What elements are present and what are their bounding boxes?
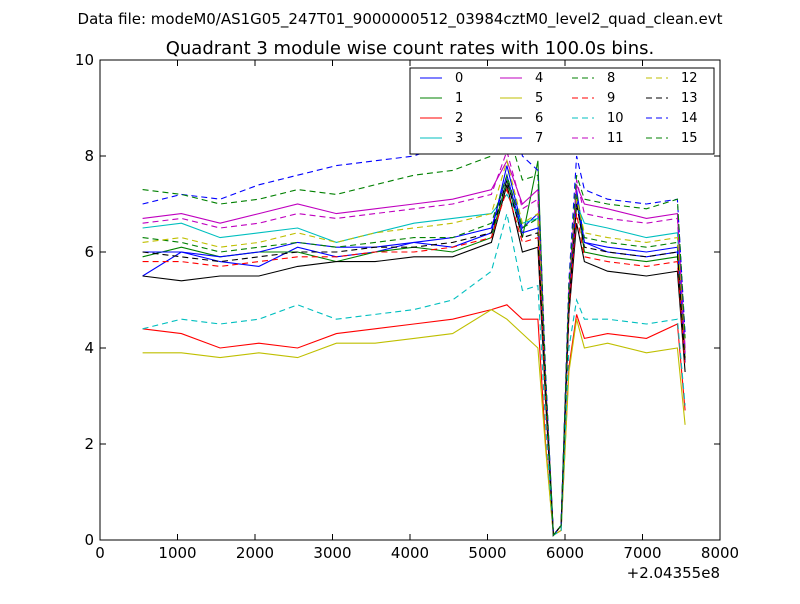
series-layer xyxy=(142,72,686,537)
x-tick-label: 7000 xyxy=(623,544,661,562)
legend-label-6: 6 xyxy=(535,111,543,126)
legend-label-7: 7 xyxy=(535,131,543,146)
series-line-11 xyxy=(142,149,686,537)
x-tick-label: 0 xyxy=(95,544,105,562)
series-line-6 xyxy=(142,184,686,537)
series-line-9 xyxy=(142,187,686,537)
series-line-3 xyxy=(142,193,686,537)
legend-label-8: 8 xyxy=(607,71,615,86)
legend-label-15: 15 xyxy=(681,131,698,146)
series-line-10 xyxy=(142,213,686,537)
x-tick-label: 5000 xyxy=(468,544,506,562)
series-line-15 xyxy=(142,125,686,537)
y-tick-label: 2 xyxy=(84,435,94,453)
series-line-14 xyxy=(142,72,686,537)
legend-label-2: 2 xyxy=(455,111,463,126)
legend-label-1: 1 xyxy=(455,91,463,106)
legend-label-4: 4 xyxy=(535,71,543,86)
legend-label-12: 12 xyxy=(681,71,698,86)
series-line-13 xyxy=(142,177,686,537)
x-tick-label: 4000 xyxy=(391,544,429,562)
legend-label-0: 0 xyxy=(455,71,463,86)
x-tick-label: 1000 xyxy=(158,544,196,562)
y-tick-label: 6 xyxy=(84,243,94,261)
data-file-label: Data file: modeM0/AS1G05_247T01_90000005… xyxy=(78,10,723,29)
series-line-1 xyxy=(142,160,686,537)
legend-label-10: 10 xyxy=(607,111,624,126)
x-tick-label: 3000 xyxy=(313,544,351,562)
series-line-12 xyxy=(142,158,686,537)
series-line-7 xyxy=(142,173,686,537)
legend-label-5: 5 xyxy=(535,91,543,106)
series-line-4 xyxy=(142,159,686,537)
x-tick-label: 2000 xyxy=(236,544,274,562)
legend-label-11: 11 xyxy=(607,131,624,146)
series-line-8 xyxy=(142,173,686,537)
y-tick-label: 0 xyxy=(84,531,94,549)
legend-label-9: 9 xyxy=(607,91,615,106)
y-tick-label: 4 xyxy=(84,339,94,357)
x-offset-label: +2.04355e8 xyxy=(627,564,720,582)
x-tick-label: 8000 xyxy=(701,544,739,562)
legend-label-3: 3 xyxy=(455,131,463,146)
series-line-5 xyxy=(142,308,686,537)
x-tick-label: 6000 xyxy=(546,544,584,562)
series-line-2 xyxy=(142,304,686,537)
legend-box xyxy=(409,67,715,155)
y-tick-label: 8 xyxy=(84,147,94,165)
y-tick-label: 10 xyxy=(75,51,94,69)
legend-label-14: 14 xyxy=(681,111,698,126)
legend-label-13: 13 xyxy=(681,91,698,106)
series-line-0 xyxy=(142,165,686,537)
chart-title: Quadrant 3 module wise count rates with … xyxy=(166,38,655,59)
